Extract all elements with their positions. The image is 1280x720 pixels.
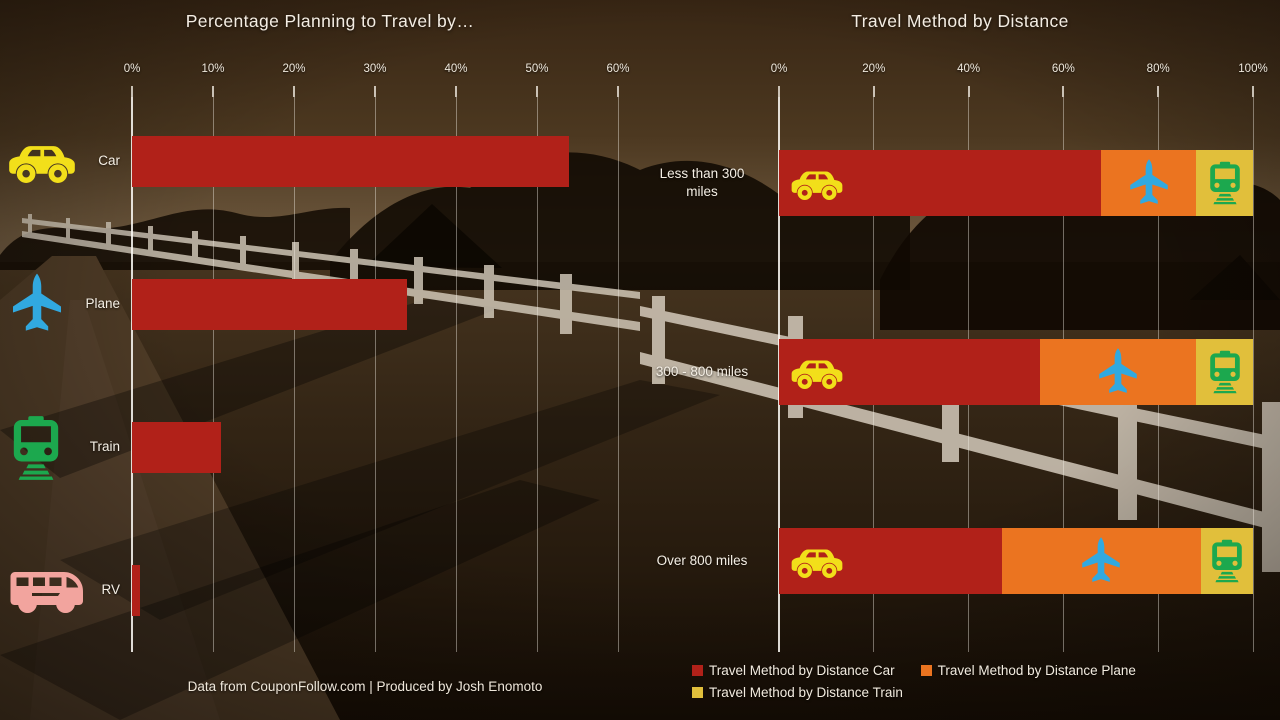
axis-tick-label: 0% bbox=[770, 63, 788, 75]
plane-icon bbox=[1099, 348, 1137, 393]
axis-tick-label: 80% bbox=[1146, 63, 1170, 75]
car-icon bbox=[791, 360, 843, 390]
category-label-rv: RV bbox=[101, 581, 120, 597]
left-chart-title: Percentage Planning to Travel by… bbox=[185, 11, 475, 31]
bar-car bbox=[132, 136, 570, 187]
category-icon-car bbox=[6, 137, 78, 190]
axis-tick-label: 100% bbox=[1238, 63, 1268, 75]
segment-icon-plane bbox=[1129, 158, 1169, 213]
axis-tick-label: 40% bbox=[957, 63, 981, 75]
segment-icon-car bbox=[789, 165, 845, 206]
axis-tick-label: 60% bbox=[1051, 63, 1075, 75]
category-icon-rv bbox=[8, 565, 86, 620]
segment-icon-car bbox=[789, 354, 845, 395]
gridline bbox=[536, 97, 538, 652]
segment-icon-car bbox=[789, 543, 845, 584]
axis-tick-mark bbox=[212, 86, 214, 97]
axis-tick-mark bbox=[1252, 86, 1254, 97]
gridline bbox=[212, 97, 214, 652]
train-icon bbox=[13, 416, 59, 480]
axis-tick-label: 20% bbox=[862, 63, 886, 75]
segment-icon-plane bbox=[1098, 347, 1138, 402]
axis-tick-label: 10% bbox=[201, 63, 225, 75]
gridline bbox=[131, 97, 133, 652]
axis-tick-label: 40% bbox=[444, 63, 468, 75]
legend-swatch-plane bbox=[920, 665, 932, 676]
car-icon bbox=[791, 171, 843, 201]
axis-tick-label: 50% bbox=[525, 63, 549, 75]
category-icon-train bbox=[9, 415, 63, 486]
axis-tick-mark bbox=[131, 86, 133, 97]
axis-tick-mark bbox=[293, 86, 295, 97]
attribution-text: Data from CouponFollow.com | Produced by… bbox=[187, 679, 543, 694]
legend-swatch-car bbox=[692, 665, 703, 676]
bar-train bbox=[132, 422, 222, 473]
car-icon bbox=[9, 146, 75, 184]
axis-tick-label: 60% bbox=[606, 63, 630, 75]
axis-tick-mark bbox=[617, 86, 619, 97]
category-label-car: Car bbox=[98, 152, 120, 168]
legend-label: Travel Method by Distance Plane bbox=[937, 663, 1136, 678]
axis-tick-mark bbox=[1157, 86, 1160, 97]
train-icon bbox=[1212, 539, 1242, 583]
segment-icon-train bbox=[1209, 539, 1245, 588]
row-label: 300 - 800 miles bbox=[655, 364, 749, 380]
gridline bbox=[1252, 97, 1254, 652]
plane-icon bbox=[1129, 159, 1168, 204]
train-icon bbox=[1209, 350, 1240, 394]
gridline bbox=[617, 97, 619, 652]
axis-tick-mark bbox=[778, 86, 780, 97]
plane-icon bbox=[1082, 537, 1121, 582]
gridline bbox=[293, 97, 295, 652]
category-icon-plane bbox=[11, 272, 63, 341]
legend-item-car: Travel Method by Distance Car bbox=[692, 663, 895, 678]
category-label-plane: Plane bbox=[85, 295, 120, 311]
train-icon bbox=[1209, 161, 1240, 205]
right-chart-title: Travel Method by Distance bbox=[851, 11, 1069, 31]
legend-item-plane: Travel Method by Distance Plane bbox=[920, 663, 1136, 678]
axis-tick-mark bbox=[872, 86, 875, 97]
legend-swatch-train bbox=[692, 687, 703, 698]
axis-tick-mark bbox=[536, 86, 538, 97]
legend-label: Travel Method by Distance Car bbox=[709, 663, 895, 678]
axis-tick-label: 20% bbox=[282, 63, 306, 75]
gridline bbox=[455, 97, 457, 652]
axis-tick-label: 30% bbox=[363, 63, 387, 75]
axis-tick-mark bbox=[1062, 86, 1065, 97]
category-label-train: Train bbox=[89, 438, 120, 454]
gridline bbox=[374, 97, 376, 652]
axis-tick-label: 0% bbox=[123, 63, 141, 75]
axis-tick-mark bbox=[455, 86, 457, 97]
segment-icon-train bbox=[1207, 161, 1243, 210]
axis-tick-mark bbox=[374, 86, 376, 97]
segment-icon-plane bbox=[1081, 536, 1121, 591]
axis-tick-mark bbox=[967, 86, 970, 97]
legend-label: Travel Method by Distance Train bbox=[709, 685, 903, 700]
car-icon bbox=[791, 549, 843, 579]
plane-icon bbox=[13, 273, 61, 331]
row-label: Over 800 miles bbox=[656, 553, 748, 569]
bar-rv bbox=[132, 565, 141, 616]
rv-icon bbox=[10, 572, 83, 614]
chart-legend: Travel Method by Distance Car Travel Meth… bbox=[692, 663, 1260, 700]
row-label: Less than 300 miles bbox=[659, 166, 745, 199]
legend-item-train: Travel Method by Distance Train bbox=[692, 685, 903, 700]
bar-plane bbox=[132, 279, 408, 330]
segment-icon-train bbox=[1207, 350, 1243, 399]
